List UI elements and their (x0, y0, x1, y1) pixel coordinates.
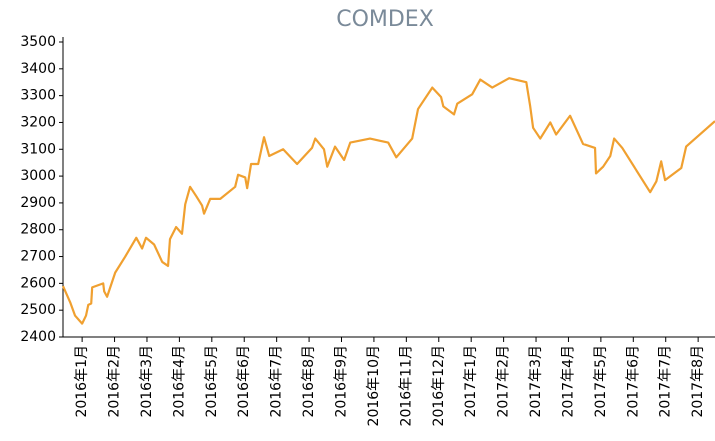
x-tick-label: 2016年3月 (139, 345, 155, 418)
y-tick-label: 2900 (20, 195, 56, 211)
x-tick-label: 2016年1月 (74, 345, 90, 418)
x-tick-label: 2016年5月 (204, 345, 220, 418)
x-tick-label: 2017年1月 (463, 345, 479, 418)
y-tick-label: 3400 (20, 61, 56, 77)
x-tick-label: 2016年9月 (334, 345, 350, 418)
x-tick-label: 2017年8月 (690, 345, 706, 418)
x-tick-label: 2016年10月 (366, 345, 382, 426)
y-tick-label: 3000 (20, 168, 56, 184)
x-tick-label: 2017年4月 (560, 345, 576, 418)
y-tick-label: 3100 (20, 141, 56, 157)
x-tick-label: 2017年6月 (625, 345, 641, 418)
x-tick-label: 2016年2月 (107, 345, 123, 418)
x-tick-label: 2016年7月 (269, 345, 285, 418)
data-line (61, 77, 715, 325)
x-tick-label: 2017年5月 (593, 345, 609, 418)
y-tick-label: 2800 (20, 222, 56, 238)
x-tick-label: 2016年11月 (398, 345, 414, 426)
y-tick-label: 3300 (20, 88, 56, 104)
x-tick-label: 2017年3月 (528, 345, 544, 418)
y-tick-label: 2600 (20, 275, 56, 291)
x-tick-label: 2017年7月 (658, 345, 674, 418)
x-tick-label: 2016年8月 (301, 345, 317, 418)
x-tick-label: 2017年2月 (496, 345, 512, 418)
y-tick-label: 2700 (20, 249, 56, 265)
x-tick-label: 2016年4月 (171, 345, 187, 418)
x-tick-label: 2016年12月 (431, 345, 447, 426)
y-tick-label: 2500 (20, 302, 56, 318)
y-tick-label: 2400 (20, 329, 56, 345)
chart-title: COMDEX (336, 7, 434, 32)
y-tick-label: 3200 (20, 114, 56, 130)
x-tick-label: 2016年6月 (236, 345, 252, 418)
y-tick-label: 3500 (20, 34, 56, 50)
